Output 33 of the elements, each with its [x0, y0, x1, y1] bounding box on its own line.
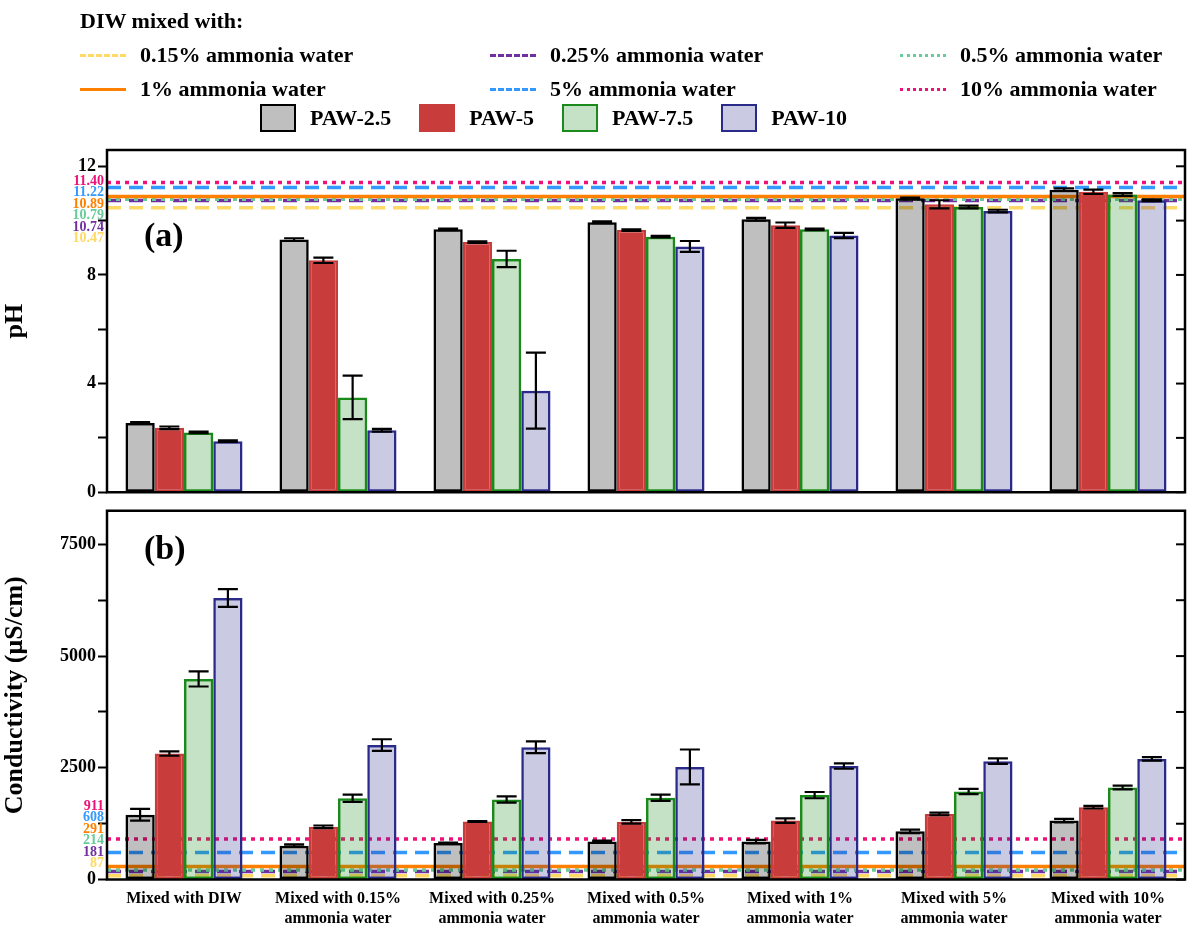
ref-line-label: 10.89 [72, 195, 104, 211]
x-tick-label: Mixed with 5% ammonia water [900, 889, 1008, 926]
legend-title: DIW mixed with: [80, 8, 244, 34]
y-tick-label: 0 [87, 868, 96, 889]
x-tick-label: Mixed with 1% ammonia water [746, 889, 854, 926]
text: 0.25% ammonia water [550, 42, 764, 68]
ref-line-label: 11.40 [73, 172, 104, 188]
x-tick-label: Mixed with 0.25% ammonia water [429, 889, 555, 926]
x-tick-label: Mixed with 0.5% ammonia water [587, 889, 705, 926]
text: 0.15% ammonia water [140, 42, 354, 68]
y-tick-label: 5000 [60, 644, 96, 665]
text: (b) [144, 528, 186, 567]
x-tick-label: Mixed with DIW [126, 889, 242, 907]
ref-line-label: 87 [90, 855, 104, 871]
y-tick-label: 2500 [60, 756, 96, 777]
x-tick-label: Mixed with 10% ammonia water [1051, 889, 1165, 926]
y-tick-label: 8 [87, 263, 96, 284]
y-tick-label: 12 [78, 154, 96, 175]
x-tick-label: Mixed with 0.15% ammonia water [275, 889, 401, 926]
legend-label: PAW-7.5 [612, 105, 694, 131]
y-axis-title: Conductivity (μS/cm) [0, 576, 29, 815]
text: 5% ammonia water [550, 76, 736, 102]
legend-label: PAW-2.5 [310, 105, 392, 131]
y-tick-label: 0 [87, 480, 96, 501]
y-tick-label: 4 [87, 372, 96, 393]
text: 0.5% ammonia water [960, 42, 1163, 68]
y-tick-label: 7500 [60, 532, 96, 553]
y-axis-title: pH [0, 303, 29, 339]
text: 10% ammonia water [960, 76, 1157, 102]
text: (a) [144, 215, 184, 254]
legend-label: PAW-10 [771, 105, 848, 131]
text: 1% ammonia water [140, 76, 326, 102]
legend-label: PAW-5 [469, 105, 535, 131]
